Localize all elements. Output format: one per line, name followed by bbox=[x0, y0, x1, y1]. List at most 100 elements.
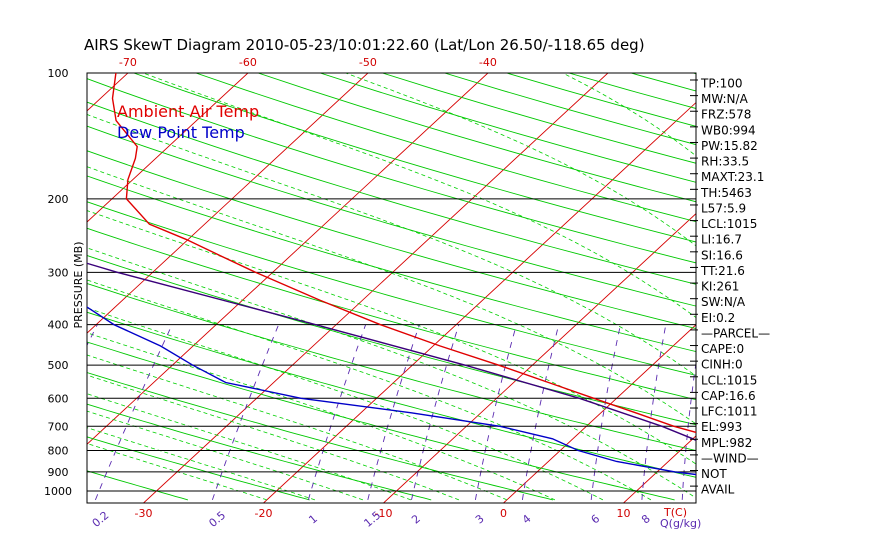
moist-adiabat-line bbox=[87, 166, 696, 425]
pressure-tick-label: 200 bbox=[48, 193, 69, 206]
dry-adiabat-line bbox=[87, 403, 432, 501]
top-temperature-tick-label: -70 bbox=[119, 56, 137, 69]
index-entry: EL:993 bbox=[701, 420, 742, 434]
y-axis-label: PRESSURE (MB) bbox=[72, 242, 85, 329]
mixing-ratio-line bbox=[813, 325, 819, 500]
top-temperature-tick-label: -40 bbox=[479, 56, 497, 69]
mixing-ratio-label: 6 bbox=[589, 512, 603, 526]
index-entry: —PARCEL— bbox=[701, 326, 770, 340]
isotherm-line bbox=[87, 73, 129, 112]
mixing-ratio-line bbox=[590, 324, 621, 500]
index-entry: LI:16.7 bbox=[701, 233, 742, 247]
bottom-temperature-tick-label: 0 bbox=[500, 507, 507, 520]
index-entry: LCL:1015 bbox=[701, 217, 757, 231]
index-entry: WB0:994 bbox=[701, 123, 756, 137]
pressure-tick-label: 1000 bbox=[44, 485, 72, 498]
dry-adiabat-line bbox=[87, 175, 696, 353]
bottom-temperature-tick-label: 10 bbox=[617, 507, 631, 520]
index-entry: KI:261 bbox=[701, 280, 739, 294]
mixing-ratio-line bbox=[758, 325, 770, 500]
index-entry: MPL:982 bbox=[701, 436, 752, 450]
mixing-ratio-label: 0.2 bbox=[90, 509, 112, 530]
dry-adiabat-line bbox=[444, 73, 696, 146]
index-entry: EI:0.2 bbox=[701, 311, 735, 325]
moist-adiabat-line bbox=[87, 307, 604, 501]
index-entry: MW:N/A bbox=[701, 92, 749, 106]
index-entry: CAP:16.6 bbox=[701, 389, 756, 403]
moist-adiabat-line bbox=[87, 354, 508, 501]
bottom-temperature-tick-labels: -30 -20 -10 0 10 bbox=[135, 507, 631, 520]
index-entry: FRZ:578 bbox=[701, 108, 751, 122]
dry-adiabat-line bbox=[87, 150, 696, 330]
dry-adiabat-line bbox=[0, 73, 66, 500]
index-entry: RH:33.5 bbox=[701, 155, 749, 169]
pressure-tick-label: 600 bbox=[48, 392, 69, 405]
chart-title: AIRS SkewT Diagram 2010-05-23/10:01:22.6… bbox=[84, 36, 645, 54]
bottom-temperature-tick-label: -20 bbox=[255, 507, 273, 520]
temperature-profile-line bbox=[111, 73, 696, 434]
index-entry: NOT bbox=[701, 467, 727, 481]
mixing-ratio-label: 2 bbox=[409, 512, 423, 526]
index-entry: AVAIL bbox=[701, 483, 735, 497]
isotherm-line bbox=[0, 73, 8, 503]
moist-adiabat-line bbox=[87, 210, 696, 465]
legend-ambient-air-temp: Ambient Air Temp bbox=[117, 102, 259, 121]
mixing-ratio-label: 1 bbox=[306, 512, 320, 526]
mixing-ratio-line bbox=[681, 359, 696, 500]
dry-adiabat-line bbox=[87, 227, 696, 401]
plot-frame bbox=[86, 72, 697, 504]
dry-adiabat-line bbox=[257, 73, 696, 203]
dewpoint-profile-line bbox=[87, 306, 696, 476]
index-entry: SI:16.6 bbox=[701, 248, 743, 262]
mixing-ratio-line bbox=[521, 324, 560, 500]
isotherm-line bbox=[744, 73, 870, 503]
index-entry: LCL:1015 bbox=[701, 373, 757, 387]
moist-adiabat-line bbox=[87, 114, 696, 377]
x-axis-unit-label: T(C) bbox=[663, 506, 687, 519]
bottom-temperature-tick-label: -30 bbox=[135, 507, 153, 520]
top-temperature-tick-label: -60 bbox=[239, 56, 257, 69]
moist-adiabat-line bbox=[345, 73, 696, 247]
index-entry: SW:N/A bbox=[701, 295, 746, 309]
index-entry: PW:15.82 bbox=[701, 139, 758, 153]
isotherm-line bbox=[87, 73, 369, 334]
mixing-ratio-label: 8 bbox=[639, 512, 653, 526]
legend-dew-point-temp: Dew Point Temp bbox=[117, 123, 245, 142]
sounding-profiles bbox=[87, 73, 696, 476]
index-entry: TT:21.6 bbox=[700, 264, 745, 278]
dry-adiabat-line bbox=[87, 254, 696, 426]
parcel-path-line bbox=[87, 262, 696, 442]
mixing-ratio-line bbox=[211, 324, 280, 501]
dry-adiabat-line bbox=[87, 78, 696, 264]
isotherm-line bbox=[143, 73, 609, 503]
pressure-tick-label: 900 bbox=[48, 466, 69, 479]
mixing-ratio-label: 4 bbox=[520, 512, 534, 526]
isotherm-line bbox=[87, 73, 249, 223]
mixing-ratio-label: 0.5 bbox=[206, 509, 228, 530]
pressure-tick-label: 300 bbox=[48, 266, 69, 279]
isotherm-line bbox=[263, 101, 696, 503]
mixing-ratio-line bbox=[307, 324, 367, 501]
dry-adiabat-line bbox=[87, 372, 554, 501]
isotherm-line bbox=[864, 73, 870, 503]
moist-adiabat-line bbox=[87, 279, 652, 501]
moist-adiabat-line bbox=[87, 247, 696, 499]
index-entry: CAPE:0 bbox=[701, 342, 744, 356]
dry-adiabat-line bbox=[87, 283, 696, 452]
moist-adiabat-line bbox=[87, 410, 364, 501]
dry-adiabat-line bbox=[87, 125, 696, 307]
pressure-tick-label: 100 bbox=[48, 67, 69, 80]
top-temperature-tick-labels: -70 -60 -50 -40 bbox=[119, 56, 497, 69]
mixing-ratio-line bbox=[855, 325, 858, 500]
dry-adiabat-line bbox=[87, 436, 310, 501]
index-entry: L57:5.9 bbox=[701, 201, 746, 215]
moist-adiabat-line bbox=[87, 374, 460, 501]
isotherm-line bbox=[383, 213, 696, 503]
moist-adiabat-line bbox=[87, 443, 268, 501]
pressure-tick-labels: 100 200 300 400 500 600 700 800 900 1000 bbox=[44, 67, 72, 498]
dry-adiabat-line bbox=[818, 73, 870, 500]
moist-adiabat-line bbox=[143, 73, 696, 319]
mixing-ratio-line bbox=[367, 324, 420, 501]
